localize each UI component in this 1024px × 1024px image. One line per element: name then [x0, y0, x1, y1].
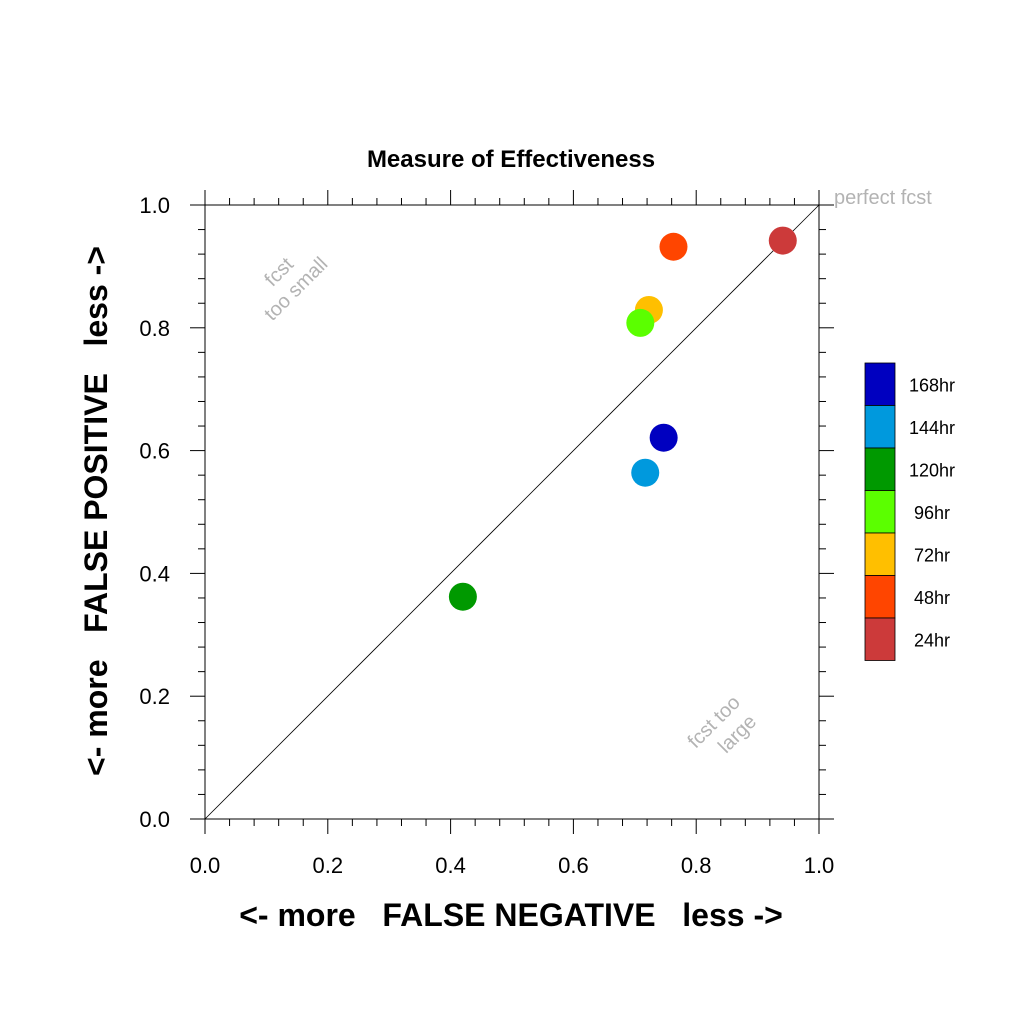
legend-label-144hr: 144hr — [909, 418, 955, 438]
y-tick-label: 0.4 — [139, 561, 170, 586]
annotation-perfect-fcst: perfect fcst — [834, 187, 932, 209]
data-points — [448, 226, 797, 611]
point-144hr — [631, 458, 660, 487]
legend-label-72hr: 72hr — [914, 545, 950, 565]
legend-swatch-120hr — [864, 447, 896, 491]
x-tick-label: 0.6 — [558, 853, 589, 878]
y-tick-label: 0.8 — [139, 316, 170, 341]
y-tick-label: 0.0 — [139, 807, 170, 832]
legend-swatch-72hr — [864, 532, 896, 576]
chart-title: Measure of Effectiveness — [367, 146, 655, 173]
legend-swatch-48hr — [864, 575, 896, 619]
y-tick-label: 0.6 — [139, 439, 170, 464]
legend-label-48hr: 48hr — [914, 588, 950, 608]
legend-swatch-168hr — [864, 362, 896, 406]
legend-label-168hr: 168hr — [909, 375, 955, 395]
legend-swatch-96hr — [864, 490, 896, 534]
legend-label-96hr: 96hr — [914, 503, 950, 523]
annotation-fcst-too-large: fcst too large — [684, 692, 761, 758]
x-tick-label: 0.4 — [435, 853, 466, 878]
tick-labels: 0.0 0.2 0.4 0.6 0.8 1.0 0.0 0.2 0.4 0.6 0.8 1.0 — [139, 193, 834, 878]
x-tick-label: 1.0 — [804, 853, 835, 878]
x-tick-label: 0.8 — [681, 853, 712, 878]
point-120hr — [448, 582, 477, 611]
point-96hr — [626, 308, 655, 337]
legend-label-120hr: 120hr — [909, 460, 955, 480]
point-48hr — [659, 232, 688, 261]
legend: 168hr 144hr 120hr 96hr 72hr 48hr 24hr — [864, 362, 955, 661]
y-tick-label: 1.0 — [139, 193, 170, 218]
annotation-fcst-too-small: fcst too small — [260, 253, 332, 325]
legend-swatch-144hr — [864, 405, 896, 449]
y-axis-label: <- more FALSE POSITIVE less -> — [78, 246, 114, 776]
point-168hr — [649, 423, 678, 452]
point-24hr — [768, 226, 797, 255]
x-tick-label: 0.0 — [190, 853, 221, 878]
x-axis-label: <- more FALSE NEGATIVE less -> — [239, 897, 783, 933]
legend-swatch-24hr — [864, 617, 896, 661]
plot-border — [204, 204, 820, 820]
plot-area — [204, 204, 820, 820]
axis-ticks — [190, 190, 834, 834]
y-tick-label: 0.2 — [139, 684, 170, 709]
legend-label-24hr: 24hr — [914, 630, 950, 650]
x-tick-label: 0.2 — [313, 853, 344, 878]
perfect-forecast-diagonal — [204, 204, 820, 820]
